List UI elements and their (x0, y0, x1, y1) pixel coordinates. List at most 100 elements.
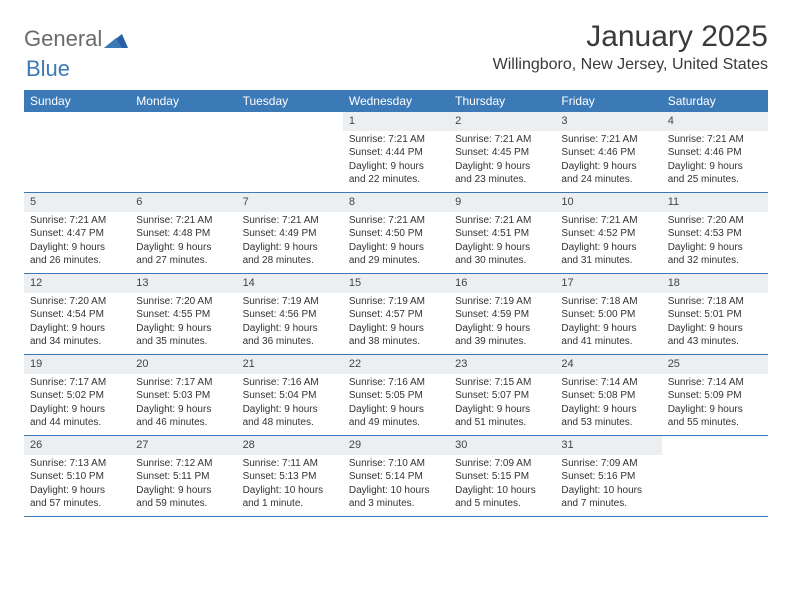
sunrise-line: Sunrise: 7:18 AM (668, 295, 762, 309)
day-detail: Sunrise: 7:14 AMSunset: 5:08 PMDaylight:… (555, 374, 661, 434)
day-cell: 17Sunrise: 7:18 AMSunset: 5:00 PMDayligh… (555, 274, 661, 354)
day-number (237, 112, 343, 116)
day-number: 13 (130, 274, 236, 293)
sunset-line: Sunset: 5:16 PM (561, 470, 655, 484)
sunset-line: Sunset: 4:52 PM (561, 227, 655, 241)
weekday-header: Tuesday (237, 90, 343, 112)
sunrise-line: Sunrise: 7:11 AM (243, 457, 337, 471)
day-detail: Sunrise: 7:21 AMSunset: 4:47 PMDaylight:… (24, 212, 130, 272)
day-number: 21 (237, 355, 343, 374)
day-detail: Sunrise: 7:14 AMSunset: 5:09 PMDaylight:… (662, 374, 768, 434)
day-cell (24, 112, 130, 192)
sunrise-line: Sunrise: 7:18 AM (561, 295, 655, 309)
sunset-line: Sunset: 4:57 PM (349, 308, 443, 322)
day-cell: 9Sunrise: 7:21 AMSunset: 4:51 PMDaylight… (449, 193, 555, 273)
sunset-line: Sunset: 5:09 PM (668, 389, 762, 403)
daylight-line: Daylight: 9 hours and 26 minutes. (30, 241, 124, 268)
day-number: 27 (130, 436, 236, 455)
day-cell: 11Sunrise: 7:20 AMSunset: 4:53 PMDayligh… (662, 193, 768, 273)
day-detail: Sunrise: 7:21 AMSunset: 4:50 PMDaylight:… (343, 212, 449, 272)
day-detail: Sunrise: 7:17 AMSunset: 5:03 PMDaylight:… (130, 374, 236, 434)
day-number: 17 (555, 274, 661, 293)
brand-triangle-icon (104, 30, 128, 48)
day-number: 3 (555, 112, 661, 131)
day-cell: 7Sunrise: 7:21 AMSunset: 4:49 PMDaylight… (237, 193, 343, 273)
day-cell: 20Sunrise: 7:17 AMSunset: 5:03 PMDayligh… (130, 355, 236, 435)
daylight-line: Daylight: 9 hours and 27 minutes. (136, 241, 230, 268)
sunset-line: Sunset: 4:47 PM (30, 227, 124, 241)
daylight-line: Daylight: 9 hours and 43 minutes. (668, 322, 762, 349)
daylight-line: Daylight: 9 hours and 34 minutes. (30, 322, 124, 349)
day-number: 23 (449, 355, 555, 374)
day-cell: 28Sunrise: 7:11 AMSunset: 5:13 PMDayligh… (237, 436, 343, 516)
sunrise-line: Sunrise: 7:21 AM (561, 133, 655, 147)
sunrise-line: Sunrise: 7:15 AM (455, 376, 549, 390)
day-detail: Sunrise: 7:21 AMSunset: 4:51 PMDaylight:… (449, 212, 555, 272)
sunrise-line: Sunrise: 7:09 AM (455, 457, 549, 471)
sunrise-line: Sunrise: 7:19 AM (243, 295, 337, 309)
daylight-line: Daylight: 9 hours and 32 minutes. (668, 241, 762, 268)
sunset-line: Sunset: 4:59 PM (455, 308, 549, 322)
weekday-header: Sunday (24, 90, 130, 112)
day-cell: 15Sunrise: 7:19 AMSunset: 4:57 PMDayligh… (343, 274, 449, 354)
weekday-header: Thursday (449, 90, 555, 112)
day-detail: Sunrise: 7:19 AMSunset: 4:59 PMDaylight:… (449, 293, 555, 353)
day-cell: 3Sunrise: 7:21 AMSunset: 4:46 PMDaylight… (555, 112, 661, 192)
sunset-line: Sunset: 4:46 PM (561, 146, 655, 160)
day-cell: 19Sunrise: 7:17 AMSunset: 5:02 PMDayligh… (24, 355, 130, 435)
day-detail: Sunrise: 7:21 AMSunset: 4:45 PMDaylight:… (449, 131, 555, 191)
daylight-line: Daylight: 10 hours and 7 minutes. (561, 484, 655, 511)
day-detail: Sunrise: 7:21 AMSunset: 4:52 PMDaylight:… (555, 212, 661, 272)
sunset-line: Sunset: 5:05 PM (349, 389, 443, 403)
daylight-line: Daylight: 9 hours and 46 minutes. (136, 403, 230, 430)
week-row: 19 Sunrise: 7:17 AM Sunset: 5:02 PM Dayligh… (24, 355, 768, 436)
day-cell (130, 112, 236, 192)
day-detail: Sunrise: 7:20 AMSunset: 4:53 PMDaylight:… (662, 212, 768, 272)
sunset-line: Sunset: 4:54 PM (30, 308, 124, 322)
sunset-line: Sunset: 5:11 PM (136, 470, 230, 484)
sunset-line: Sunset: 4:55 PM (136, 308, 230, 322)
day-number: 29 (343, 436, 449, 455)
day-cell: 2Sunrise: 7:21 AMSunset: 4:45 PMDaylight… (449, 112, 555, 192)
day-number (130, 112, 236, 116)
day-cell: 29Sunrise: 7:10 AMSunset: 5:14 PMDayligh… (343, 436, 449, 516)
day-number: 5 (24, 193, 130, 212)
day-detail: Sunrise: 7:18 AMSunset: 5:01 PMDaylight:… (662, 293, 768, 353)
brand-name-1: General (24, 26, 102, 52)
day-number: 19 (24, 355, 130, 374)
day-number: 9 (449, 193, 555, 212)
day-detail: Sunrise: 7:21 AMSunset: 4:44 PMDaylight:… (343, 131, 449, 191)
day-detail: Sunrise: 7:15 AMSunset: 5:07 PMDaylight:… (449, 374, 555, 434)
day-cell: 25Sunrise: 7:14 AMSunset: 5:09 PMDayligh… (662, 355, 768, 435)
sunset-line: Sunset: 5:04 PM (243, 389, 337, 403)
daylight-line: Daylight: 9 hours and 28 minutes. (243, 241, 337, 268)
day-cell: 5Sunrise: 7:21 AMSunset: 4:47 PMDaylight… (24, 193, 130, 273)
day-number (24, 112, 130, 116)
weekday-header: Saturday (662, 90, 768, 112)
daylight-line: Daylight: 9 hours and 59 minutes. (136, 484, 230, 511)
sunset-line: Sunset: 4:45 PM (455, 146, 549, 160)
daylight-line: Daylight: 10 hours and 5 minutes. (455, 484, 549, 511)
day-detail: Sunrise: 7:19 AMSunset: 4:57 PMDaylight:… (343, 293, 449, 353)
day-cell: 16Sunrise: 7:19 AMSunset: 4:59 PMDayligh… (449, 274, 555, 354)
sunset-line: Sunset: 5:02 PM (30, 389, 124, 403)
day-number: 10 (555, 193, 661, 212)
day-detail: Sunrise: 7:09 AMSunset: 5:15 PMDaylight:… (449, 455, 555, 515)
daylight-line: Daylight: 9 hours and 55 minutes. (668, 403, 762, 430)
sunrise-line: Sunrise: 7:14 AM (668, 376, 762, 390)
day-detail: Sunrise: 7:11 AMSunset: 5:13 PMDaylight:… (237, 455, 343, 515)
daylight-line: Daylight: 9 hours and 39 minutes. (455, 322, 549, 349)
day-number: 6 (130, 193, 236, 212)
daylight-line: Daylight: 9 hours and 48 minutes. (243, 403, 337, 430)
daylight-line: Daylight: 9 hours and 25 minutes. (668, 160, 762, 187)
day-cell (662, 436, 768, 516)
brand-name-2: Blue (26, 56, 70, 81)
sunrise-line: Sunrise: 7:17 AM (136, 376, 230, 390)
day-number: 22 (343, 355, 449, 374)
weekday-header: Monday (130, 90, 236, 112)
day-cell: 23Sunrise: 7:15 AMSunset: 5:07 PMDayligh… (449, 355, 555, 435)
day-cell: 27Sunrise: 7:12 AMSunset: 5:11 PMDayligh… (130, 436, 236, 516)
sunrise-line: Sunrise: 7:21 AM (349, 214, 443, 228)
day-number: 24 (555, 355, 661, 374)
day-cell: 12Sunrise: 7:20 AMSunset: 4:54 PMDayligh… (24, 274, 130, 354)
